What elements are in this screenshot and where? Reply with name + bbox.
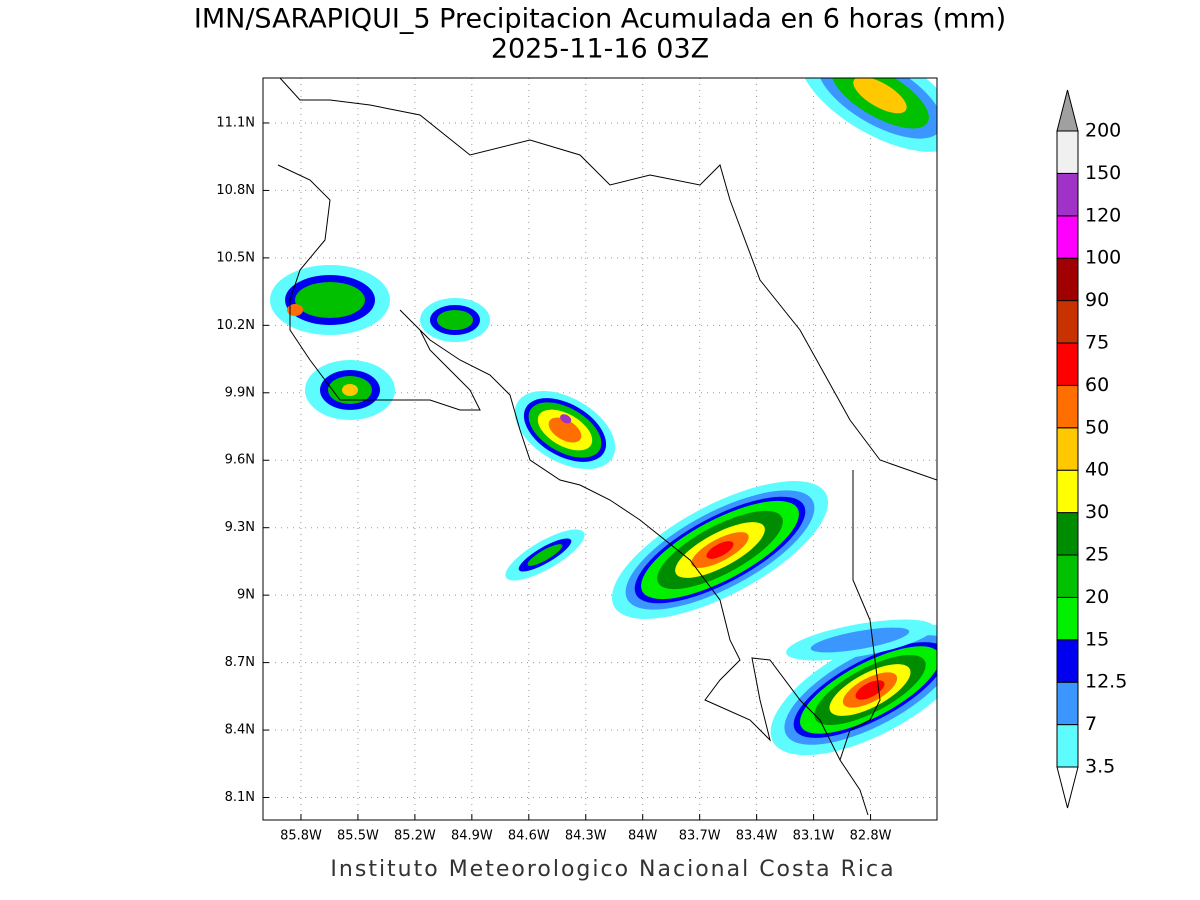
colorbar-box bbox=[1056, 257, 1079, 302]
x-tick-label: 83.1W bbox=[793, 829, 835, 844]
blob bbox=[305, 360, 395, 420]
coastline bbox=[277, 78, 937, 816]
coastline bbox=[277, 164, 869, 816]
blob bbox=[270, 265, 390, 335]
x-tick-label: 84.9W bbox=[451, 829, 493, 844]
colorbar-box bbox=[1056, 427, 1079, 471]
colorbar-box bbox=[1056, 639, 1079, 683]
colorbar-box bbox=[1056, 512, 1079, 556]
colorbar-over bbox=[1056, 89, 1079, 132]
colorbar-box bbox=[1056, 554, 1079, 598]
x-tick-label: 83.4W bbox=[736, 829, 778, 844]
colorbar-label: 3.5 bbox=[1085, 756, 1115, 778]
colorbar-box bbox=[1056, 130, 1079, 174]
y-tick-label: 8.4N bbox=[225, 723, 255, 738]
colorbar-label: 50 bbox=[1085, 416, 1109, 438]
colorbar-box bbox=[1056, 724, 1079, 768]
blob bbox=[786, 619, 934, 661]
colorbar-box bbox=[1056, 342, 1079, 386]
precip-field bbox=[270, 78, 937, 756]
colorbar-under bbox=[1056, 766, 1079, 809]
x-tick-label: 84.3W bbox=[565, 829, 607, 844]
colorbar-box bbox=[1056, 681, 1079, 726]
colorbar-label: 150 bbox=[1085, 162, 1121, 184]
colorbar-label: 25 bbox=[1085, 544, 1109, 566]
colorbar-box bbox=[1056, 300, 1079, 344]
y-tick-label: 10.5N bbox=[216, 250, 255, 265]
x-tick-label: 85.5W bbox=[337, 829, 379, 844]
colorbar-label: 75 bbox=[1085, 332, 1109, 354]
colorbar-label: 12.5 bbox=[1085, 671, 1127, 693]
colorbar-label: 60 bbox=[1085, 374, 1109, 396]
colorbar-label: 30 bbox=[1085, 501, 1109, 523]
y-tick-label: 10.2N bbox=[216, 318, 255, 333]
colorbar-label: 90 bbox=[1085, 289, 1109, 311]
y-tick-label: 8.7N bbox=[225, 655, 255, 670]
coastline bbox=[279, 78, 937, 481]
x-tick-label: 82.8W bbox=[850, 829, 892, 844]
colorbar-label: 100 bbox=[1085, 247, 1121, 269]
y-tick-label: 11.1N bbox=[216, 115, 255, 130]
y-tick-label: 8.1N bbox=[225, 790, 255, 805]
colorbar-label: 7 bbox=[1085, 713, 1097, 735]
y-tick-label: 9.3N bbox=[225, 520, 255, 535]
x-tick-label: 85.8W bbox=[280, 829, 322, 844]
colorbar-box bbox=[1056, 469, 1079, 514]
y-tick-label: 9.6N bbox=[225, 453, 255, 468]
chart-title: IMN/SARAPIQUI_5 Precipitacion Acumulada … bbox=[194, 4, 1006, 35]
blob bbox=[799, 78, 937, 152]
footer: Instituto Meteorologico Nacional Costa R… bbox=[330, 857, 895, 882]
y-tick-label: 9N bbox=[237, 588, 255, 603]
y-tick-label: 10.8N bbox=[216, 183, 255, 198]
border bbox=[839, 470, 881, 761]
colorbar-box bbox=[1056, 172, 1079, 217]
blob bbox=[505, 529, 585, 581]
colorbar-label: 20 bbox=[1085, 586, 1109, 608]
blob bbox=[611, 481, 829, 619]
plot-frame bbox=[262, 77, 938, 821]
colorbar-box bbox=[1056, 384, 1079, 429]
colorbar-label: 200 bbox=[1085, 120, 1121, 142]
chart-subtitle: 2025-11-16 03Z bbox=[491, 34, 709, 65]
blob bbox=[514, 390, 616, 470]
x-tick-label: 85.2W bbox=[394, 829, 436, 844]
x-tick-label: 83.7W bbox=[679, 829, 721, 844]
blob bbox=[420, 298, 490, 342]
colorbar-label: 40 bbox=[1085, 459, 1109, 481]
y-tick-label: 9.9N bbox=[225, 385, 255, 400]
colorbar-box bbox=[1056, 215, 1079, 259]
colorbar-box bbox=[1056, 596, 1079, 641]
colorbar-label: 120 bbox=[1085, 204, 1121, 226]
colorbar-label: 15 bbox=[1085, 628, 1109, 650]
blob bbox=[770, 624, 937, 756]
x-tick-label: 84.6W bbox=[508, 829, 550, 844]
x-tick-label: 84W bbox=[628, 829, 658, 844]
